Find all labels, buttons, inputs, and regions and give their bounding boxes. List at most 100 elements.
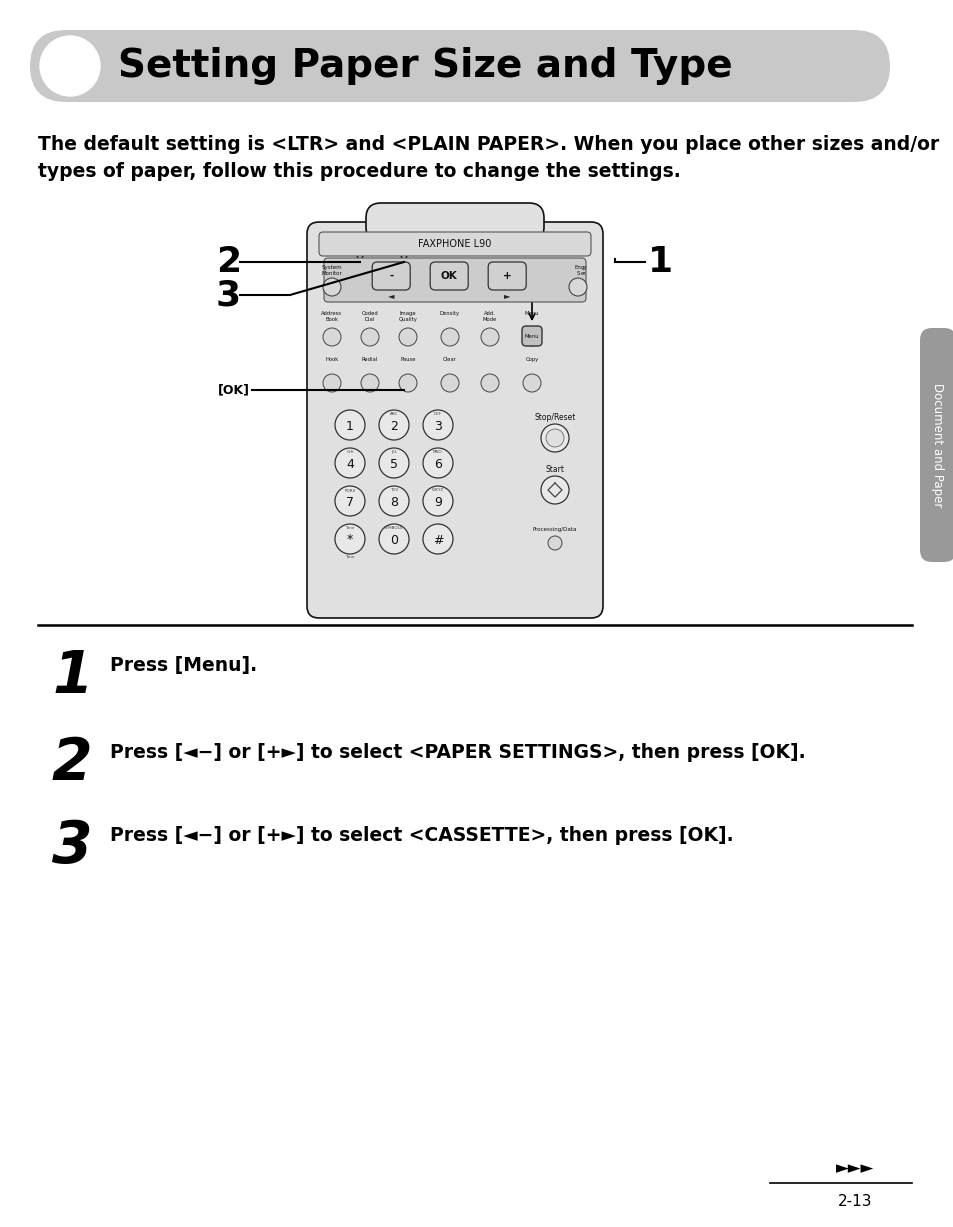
FancyBboxPatch shape	[307, 222, 602, 618]
Text: Document and Paper: Document and Paper	[930, 383, 943, 507]
Circle shape	[440, 374, 458, 391]
Text: 3: 3	[52, 818, 92, 875]
FancyBboxPatch shape	[430, 263, 468, 290]
Text: Tone: Tone	[345, 526, 355, 530]
Text: Press [◄−] or [+►] to select <PAPER SETTINGS>, then press [OK].: Press [◄−] or [+►] to select <PAPER SETT…	[110, 744, 804, 762]
Text: 4: 4	[346, 458, 354, 470]
Text: Menu: Menu	[524, 310, 538, 317]
Text: Add.
Mode: Add. Mode	[482, 310, 497, 321]
Text: Processing/Data: Processing/Data	[532, 528, 577, 533]
Text: Image
Quality: Image Quality	[398, 310, 417, 321]
Circle shape	[522, 328, 540, 346]
Text: ABC: ABC	[390, 412, 397, 416]
Text: 2: 2	[215, 245, 241, 279]
Text: *: *	[347, 534, 353, 546]
Circle shape	[547, 536, 561, 550]
Circle shape	[440, 328, 458, 346]
Text: 1: 1	[647, 245, 673, 279]
Circle shape	[40, 36, 100, 96]
FancyBboxPatch shape	[30, 29, 889, 102]
Text: Stop/Reset: Stop/Reset	[534, 413, 575, 422]
Text: types of paper, follow this procedure to change the settings.: types of paper, follow this procedure to…	[38, 162, 680, 182]
Circle shape	[323, 328, 340, 346]
Text: Redial: Redial	[361, 357, 377, 362]
Circle shape	[422, 448, 453, 479]
Text: gy
er: gy er	[580, 265, 587, 276]
Circle shape	[422, 486, 453, 517]
Text: Menu: Menu	[524, 334, 538, 339]
Text: Copy: Copy	[525, 357, 538, 362]
Circle shape	[335, 448, 365, 479]
Circle shape	[398, 328, 416, 346]
Text: The default setting is <LTR> and <PLAIN PAPER>. When you place other sizes and/o: The default setting is <LTR> and <PLAIN …	[38, 135, 939, 155]
Text: 3: 3	[434, 420, 441, 432]
Text: Density: Density	[439, 310, 459, 317]
Text: Start: Start	[545, 465, 564, 474]
Text: 1: 1	[346, 420, 354, 432]
Text: ►►►: ►►►	[835, 1160, 873, 1177]
Circle shape	[360, 374, 378, 391]
Text: [OK]: [OK]	[218, 384, 250, 396]
FancyBboxPatch shape	[324, 258, 585, 302]
Circle shape	[335, 410, 365, 440]
Text: En
S: En S	[574, 265, 580, 276]
Text: Press [◄−] or [+►] to select <CASSETTE>, then press [OK].: Press [◄−] or [+►] to select <CASSETTE>,…	[110, 826, 733, 845]
Text: Hook: Hook	[325, 357, 338, 362]
Text: TUV: TUV	[390, 488, 397, 492]
Text: 8: 8	[390, 496, 397, 508]
Circle shape	[480, 328, 498, 346]
Text: Address
Book: Address Book	[321, 310, 342, 321]
Text: PQRS: PQRS	[344, 488, 355, 492]
Text: 5: 5	[390, 458, 397, 470]
Text: 7: 7	[346, 496, 354, 508]
Text: 1: 1	[52, 648, 92, 706]
Text: 0: 0	[390, 534, 397, 546]
Circle shape	[568, 279, 586, 296]
Circle shape	[422, 524, 453, 555]
Text: JKL: JKL	[391, 450, 396, 454]
FancyBboxPatch shape	[919, 328, 953, 562]
Text: 2-13: 2-13	[837, 1195, 871, 1210]
Circle shape	[378, 524, 409, 555]
Text: 9: 9	[434, 496, 441, 508]
Text: WXYZ: WXYZ	[432, 488, 444, 492]
Text: 2: 2	[52, 735, 92, 791]
Circle shape	[360, 328, 378, 346]
Text: 6: 6	[434, 458, 441, 470]
Circle shape	[480, 374, 498, 391]
Text: Pause: Pause	[400, 357, 416, 362]
Text: Coded
Dial: Coded Dial	[361, 310, 378, 321]
FancyBboxPatch shape	[366, 202, 543, 242]
Text: Press [Menu].: Press [Menu].	[110, 656, 257, 675]
Text: System
Monitor: System Monitor	[321, 265, 342, 276]
FancyBboxPatch shape	[318, 232, 590, 256]
Circle shape	[540, 476, 568, 504]
Text: Setting Paper Size and Type: Setting Paper Size and Type	[118, 47, 732, 85]
Circle shape	[522, 374, 540, 391]
Text: GHI: GHI	[346, 450, 354, 454]
Text: OK: OK	[440, 271, 457, 281]
Circle shape	[378, 486, 409, 517]
Circle shape	[323, 279, 340, 296]
Circle shape	[378, 410, 409, 440]
Circle shape	[378, 448, 409, 479]
Circle shape	[323, 374, 340, 391]
Text: ►: ►	[503, 292, 510, 301]
Circle shape	[540, 425, 568, 452]
FancyBboxPatch shape	[488, 263, 526, 290]
Text: DEF: DEF	[434, 412, 441, 416]
Text: ◄: ◄	[388, 292, 394, 301]
Circle shape	[335, 486, 365, 517]
FancyBboxPatch shape	[521, 326, 541, 346]
Circle shape	[545, 429, 563, 447]
Text: +: +	[502, 271, 511, 281]
Text: 3: 3	[215, 279, 241, 312]
Circle shape	[422, 410, 453, 440]
FancyBboxPatch shape	[372, 263, 410, 290]
Text: Tone: Tone	[345, 555, 355, 560]
Text: #: #	[433, 534, 443, 546]
Text: Clear: Clear	[442, 357, 456, 362]
Circle shape	[398, 374, 416, 391]
Text: SYMBOLS: SYMBOLS	[384, 526, 403, 530]
Text: 2: 2	[390, 420, 397, 432]
